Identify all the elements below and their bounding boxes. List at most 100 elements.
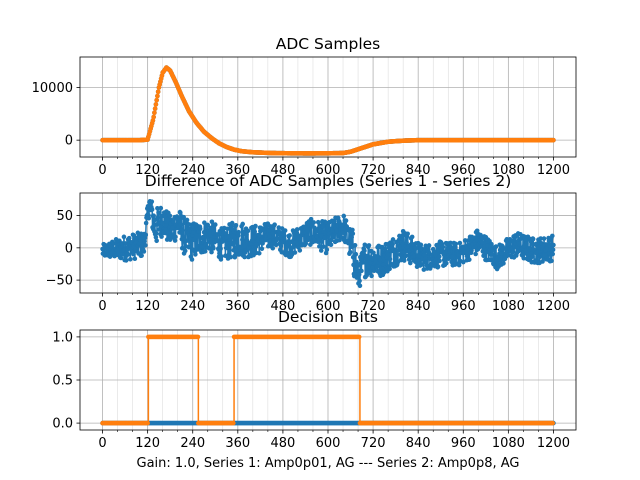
data-point <box>170 225 176 230</box>
decision-bits-title: Decision Bits <box>278 308 378 326</box>
data-point <box>263 236 269 242</box>
data-point <box>212 222 218 227</box>
data-point <box>471 235 477 241</box>
data-point <box>153 234 159 240</box>
y-tick-label: 1.0 <box>52 330 73 345</box>
data-point <box>457 240 463 246</box>
axes-frame <box>79 329 577 431</box>
data-point <box>306 235 311 241</box>
data-point <box>249 238 255 243</box>
data-point <box>178 222 183 227</box>
x-tick-label: 720 <box>361 163 386 178</box>
data-point <box>435 264 441 269</box>
x-tick-label: 480 <box>270 436 295 451</box>
data-point <box>433 252 439 258</box>
data-point <box>311 220 317 225</box>
data-point <box>156 210 162 216</box>
data-point <box>155 215 161 221</box>
data-point <box>530 254 535 259</box>
data-point <box>388 261 394 267</box>
data-point <box>362 248 367 254</box>
data-point <box>351 262 356 268</box>
x-tick-label: 720 <box>361 436 386 451</box>
data-point <box>142 238 147 244</box>
x-tick-label: 840 <box>406 436 431 451</box>
data-point <box>152 106 158 111</box>
data-point <box>424 259 429 265</box>
data-point <box>297 248 303 253</box>
data-point <box>366 264 371 269</box>
data-point <box>281 232 287 238</box>
x-tick-label: 480 <box>270 163 295 178</box>
data-point <box>550 251 555 257</box>
x-tick-label: 960 <box>451 163 476 178</box>
data-point <box>540 259 545 264</box>
data-point <box>149 207 155 212</box>
data-point <box>178 210 183 216</box>
data-point <box>415 253 420 258</box>
data-point <box>191 237 197 243</box>
data-point <box>139 253 144 258</box>
data-point <box>131 251 136 257</box>
x-tick-label: 720 <box>361 299 386 314</box>
data-point <box>218 246 223 252</box>
data-point <box>331 218 337 224</box>
data-point <box>150 118 156 123</box>
data-point <box>184 217 190 223</box>
data-point <box>193 252 198 257</box>
data-point <box>362 242 368 248</box>
data-point <box>390 241 395 247</box>
data-point <box>121 234 127 240</box>
data-point <box>143 232 149 238</box>
data-point <box>322 235 327 240</box>
data-point <box>235 233 241 238</box>
data-point <box>319 239 324 245</box>
data-point <box>551 242 556 248</box>
data-point <box>453 241 459 247</box>
data-point <box>437 258 442 264</box>
data-point <box>352 242 358 248</box>
data-point <box>126 235 132 241</box>
x-tick-label: 360 <box>225 436 250 451</box>
data-point <box>245 228 251 234</box>
data-point <box>191 229 196 235</box>
data-point <box>145 420 150 426</box>
x-tick-label: 960 <box>451 436 476 451</box>
x-tick-label: 1080 <box>492 299 525 314</box>
data-point <box>159 220 165 226</box>
data-point <box>209 249 214 255</box>
data-point <box>550 247 556 253</box>
x-tick-label: 600 <box>316 436 341 451</box>
data-point <box>186 244 192 250</box>
data-point <box>154 238 159 244</box>
difference-title: Difference of ADC Samples (Series 1 - Se… <box>145 172 512 190</box>
data-point <box>550 420 555 426</box>
data-point <box>282 228 288 233</box>
data-point <box>171 219 176 224</box>
data-point <box>259 246 265 251</box>
data-point <box>153 231 159 236</box>
figure-xlabel: Gain: 1.0, Series 1: Amp0p01, AG --- Ser… <box>137 456 520 471</box>
data-point <box>418 242 424 248</box>
x-tick-label: 0 <box>98 436 106 451</box>
x-tick-label: 360 <box>225 299 250 314</box>
data-point <box>330 233 336 239</box>
data-point <box>377 257 383 263</box>
data-point <box>172 238 178 243</box>
data-point <box>334 228 339 234</box>
data-point <box>308 216 314 222</box>
series-1 <box>100 199 556 289</box>
data-point <box>357 283 363 289</box>
data-point <box>194 243 200 249</box>
data-point <box>189 257 195 262</box>
adc-samples-axes: ADC Samples 0 120 240 360 480 600 720 840 960 108… <box>32 35 577 178</box>
data-point <box>541 236 547 241</box>
x-tick-label: 0 <box>98 163 106 178</box>
data-point <box>390 237 396 242</box>
data-point <box>419 262 425 267</box>
data-point <box>501 261 506 266</box>
data-point <box>202 249 208 254</box>
data-point <box>225 226 230 232</box>
data-point <box>128 257 133 262</box>
data-point <box>489 241 494 247</box>
